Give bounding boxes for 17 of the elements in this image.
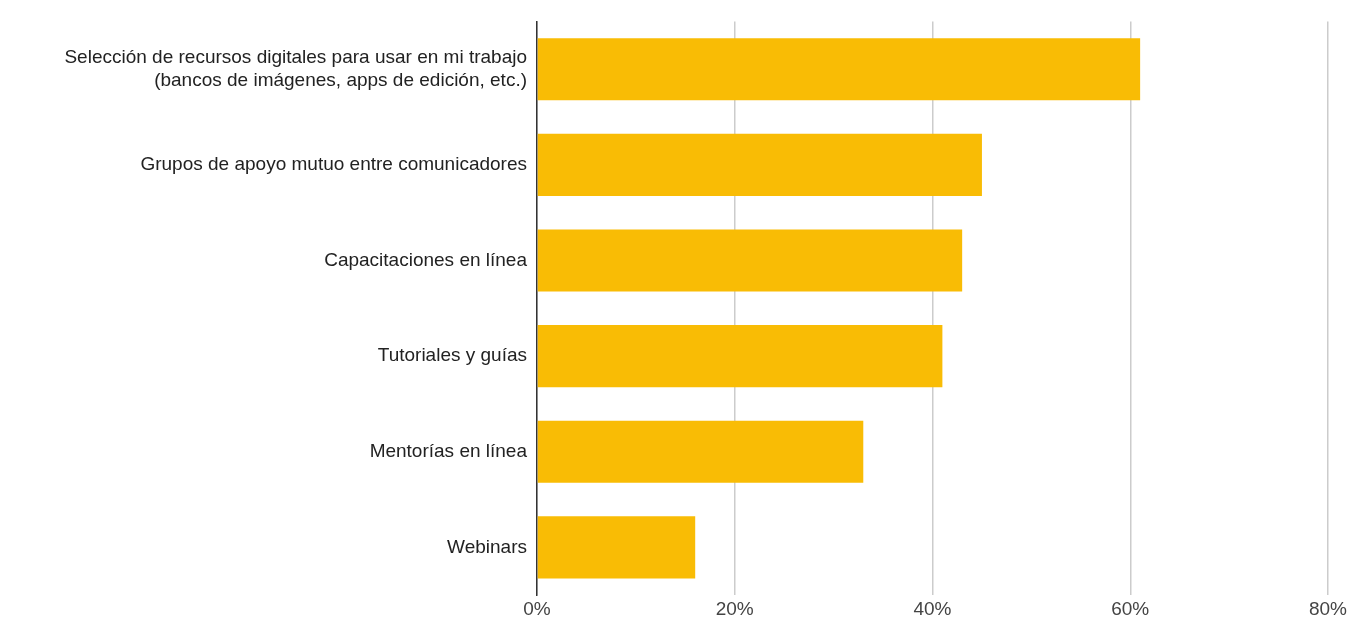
y-tick-label: Webinars (447, 535, 527, 557)
y-tick-label: Grupos de apoyo mutuo entre comunicadores (140, 153, 527, 175)
x-tick-label: 0% (523, 597, 551, 619)
bar (537, 133, 982, 196)
bar (537, 38, 1141, 101)
x-tick-label: 60% (1111, 597, 1150, 619)
bar (537, 516, 696, 579)
y-tick-label: Tutoriales y guías (377, 344, 527, 366)
y-tick-label: Mentorías en línea (369, 439, 528, 461)
bar (537, 420, 864, 483)
x-tick-label: 20% (715, 597, 754, 619)
y-tick-label: Selección de recursos digitales para usar en mi trabajo (bancos de imágenes, apps de edición, etc.) (64, 46, 527, 90)
x-tick-label: 80% (1308, 597, 1348, 619)
bar (537, 229, 963, 292)
bar (537, 325, 943, 388)
x-tick-label: 40% (913, 597, 952, 619)
y-tick-label: Capacitaciones en línea (324, 248, 528, 270)
